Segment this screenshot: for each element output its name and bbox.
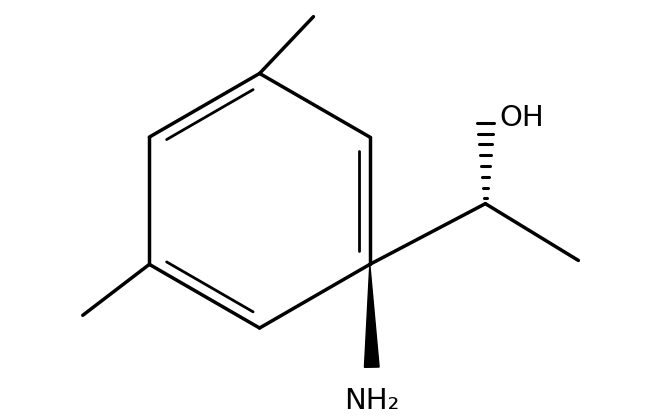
Text: OH: OH xyxy=(499,103,544,131)
Text: NH₂: NH₂ xyxy=(344,387,399,415)
Polygon shape xyxy=(365,264,379,368)
